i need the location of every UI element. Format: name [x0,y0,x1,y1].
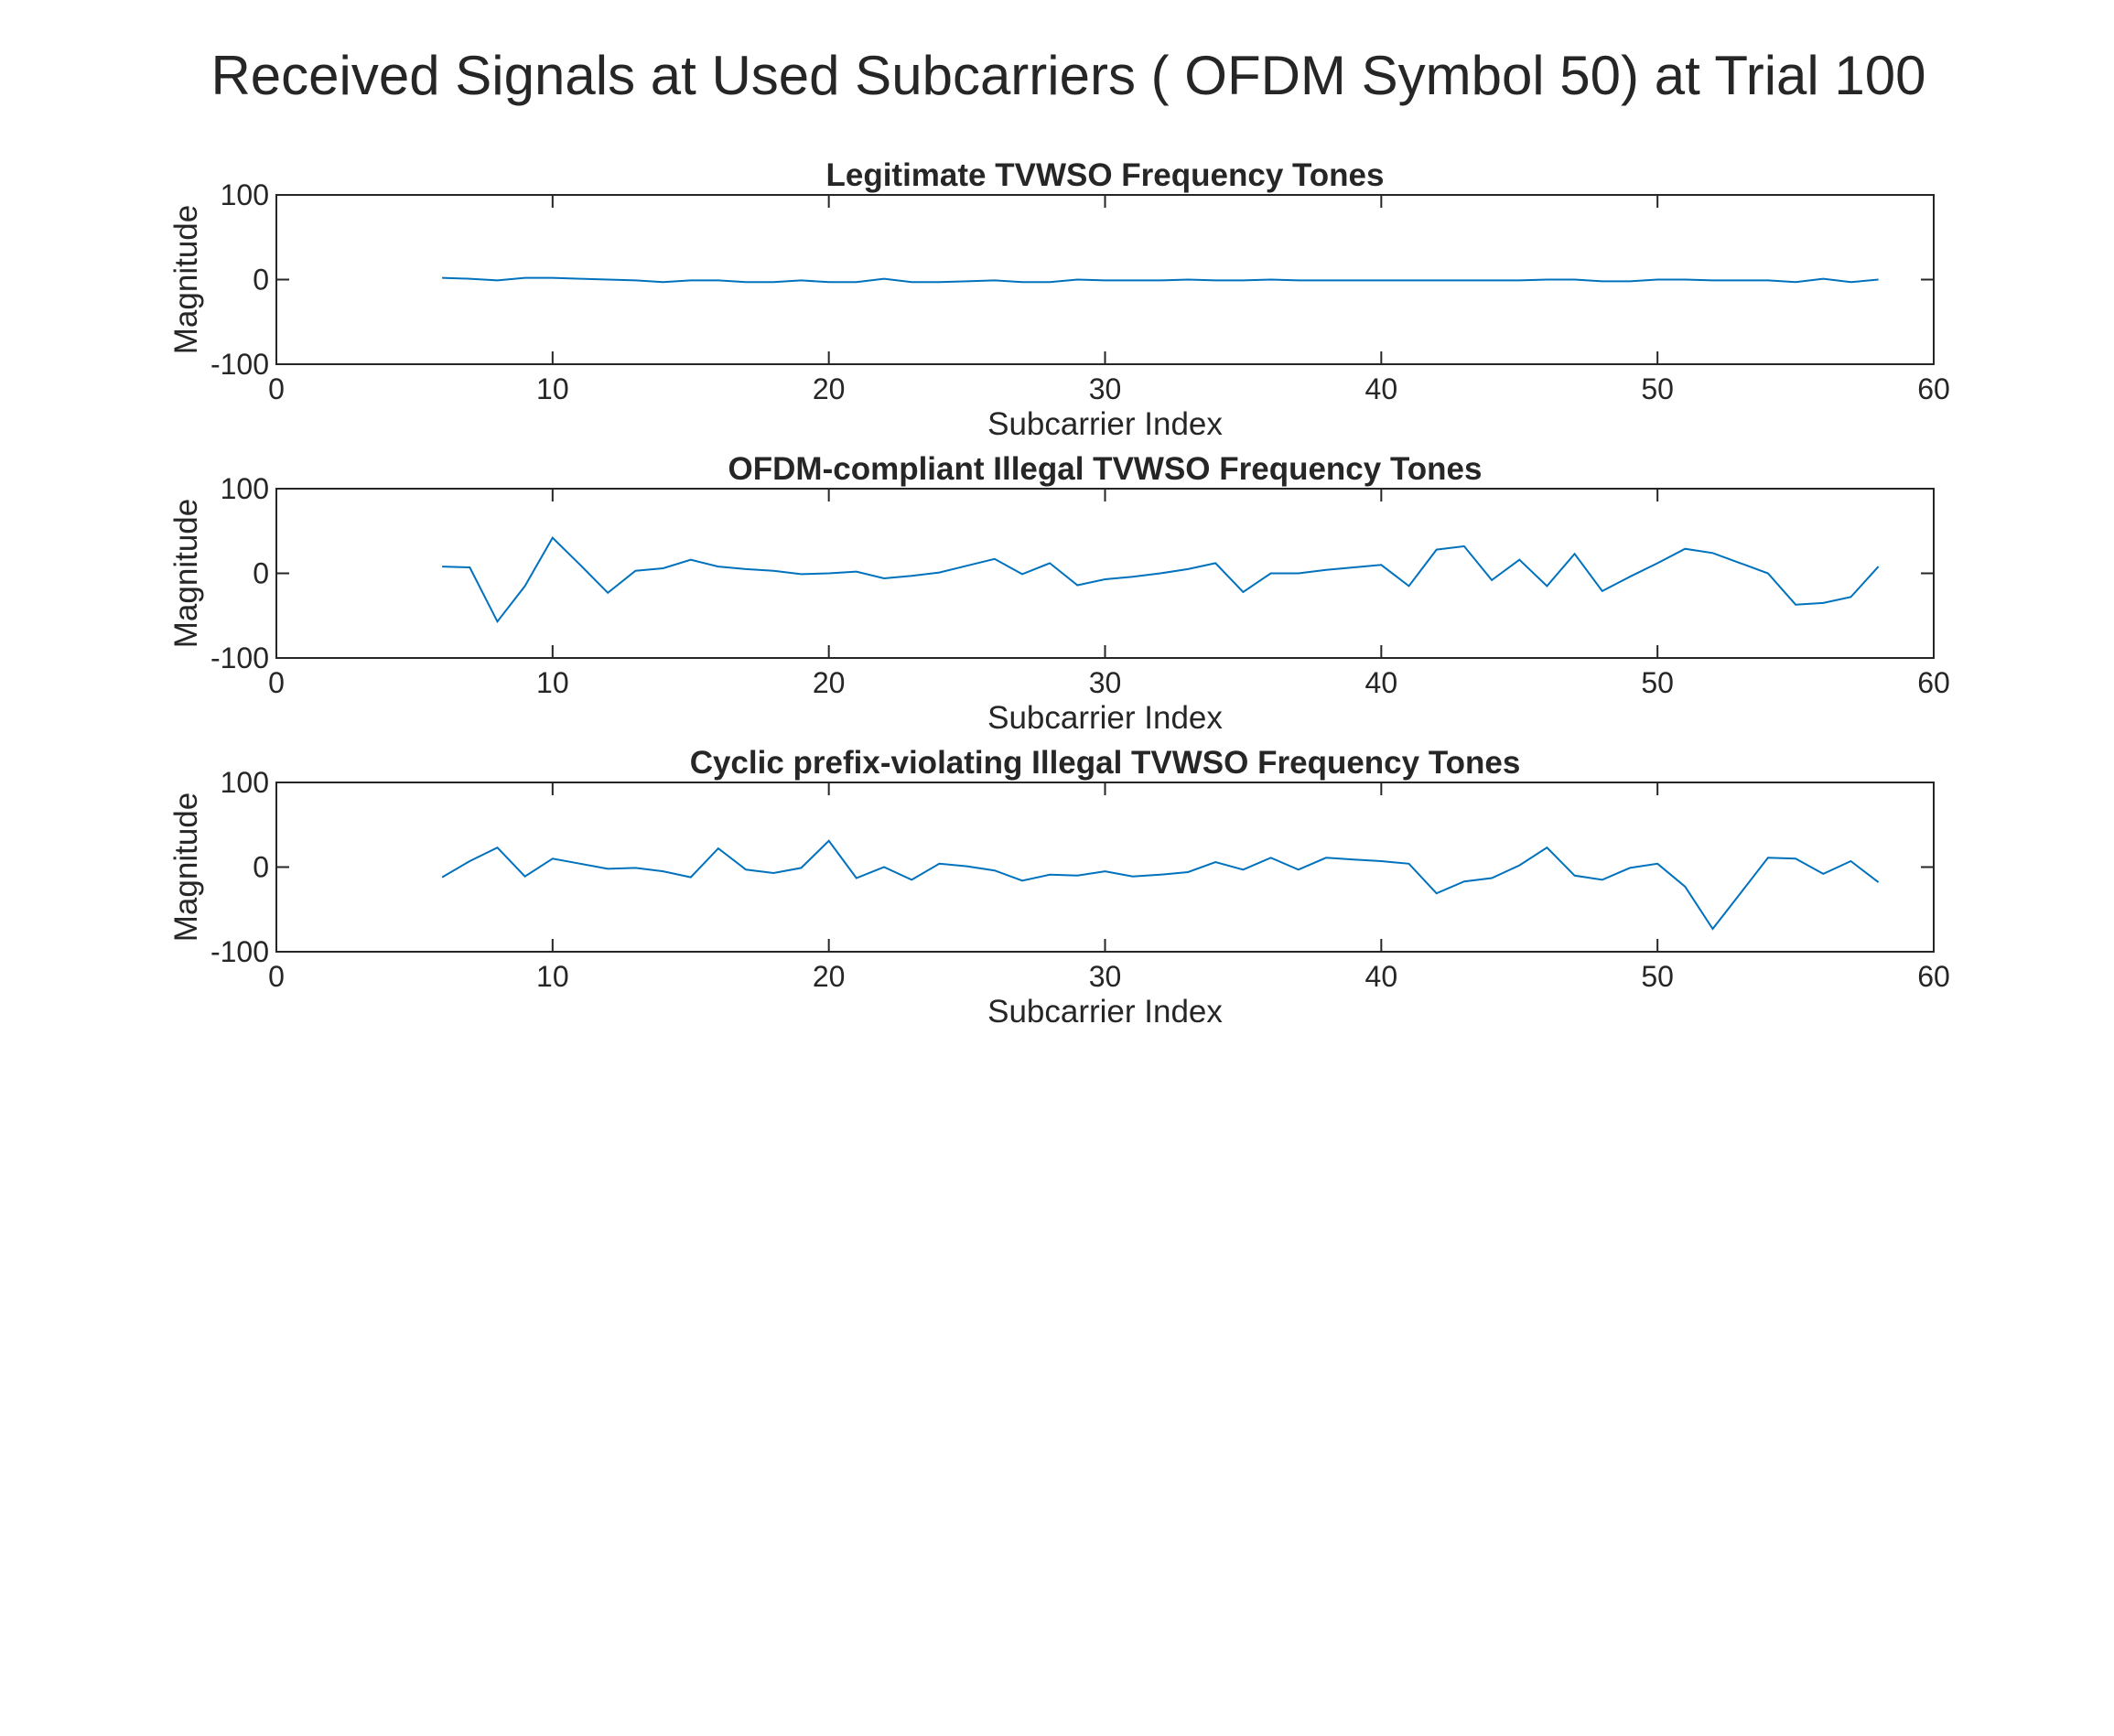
y-tick-label: -100 [210,642,269,674]
x-tick-label: 50 [1641,960,1674,993]
x-tick-label: 40 [1365,666,1398,699]
x-tick-label: 10 [536,666,569,699]
x-tick-label: 30 [1089,960,1122,993]
series-line [442,276,1879,284]
x-tick-label: 60 [1917,666,1950,699]
x-tick-label: 60 [1917,372,1950,405]
x-tick-label: 60 [1917,960,1950,993]
y-axis-label: Magnitude [168,793,204,942]
subplot-1: Legitimate TVWSO Frequency Tones 0 10 20 30 4… [168,157,1950,442]
x-tick-label: 50 [1641,372,1674,405]
x-tick-label: 20 [813,666,846,699]
x-tick-label: 30 [1089,666,1122,699]
axes-box [275,782,1935,953]
x-tick-label: 50 [1641,666,1674,699]
y-tick-label: -100 [210,348,269,381]
series-line [442,535,1880,624]
y-tick-label: 0 [253,557,269,590]
subplot-title: Cyclic prefix-violating Illegal TVWSO Fr… [690,745,1521,781]
y-tick-label: 100 [221,472,269,505]
x-tick-label: 0 [268,372,285,405]
x-tick-label: 30 [1089,372,1122,405]
x-tick-label: 10 [536,960,569,993]
y-tick-label: 100 [221,766,269,799]
y-tick-label: 0 [253,851,269,884]
x-axis-label: Subcarrier Index [987,700,1223,736]
y-tick-label: 0 [253,264,269,297]
y-axis-label: Magnitude [168,205,204,354]
x-axis-label: Subcarrier Index [987,406,1223,442]
x-tick-label: 20 [813,372,846,405]
subplot-title: OFDM-compliant Illegal TVWSO Frequency T… [728,451,1483,487]
subplot-title: Legitimate TVWSO Frequency Tones [825,157,1384,193]
subplot-2: OFDM-compliant Illegal TVWSO Frequency T… [168,451,1950,736]
y-tick-label: -100 [210,935,269,968]
x-tick-label: 0 [268,960,285,993]
subplot-3: Cyclic prefix-violating Illegal TVWSO Fr… [168,745,1950,1030]
y-axis-label: Magnitude [168,499,204,648]
x-tick-label: 40 [1365,960,1398,993]
x-tick-label: 0 [268,666,285,699]
x-axis-label: Subcarrier Index [987,994,1223,1030]
axes-box [275,488,1935,659]
x-tick-label: 40 [1365,372,1398,405]
x-tick-label: 10 [536,372,569,405]
figure-title: Received Signals at Used Subcarriers ( O… [210,45,1926,106]
y-tick-label: 100 [221,178,269,211]
series-line [441,839,1880,931]
x-tick-label: 20 [813,960,846,993]
